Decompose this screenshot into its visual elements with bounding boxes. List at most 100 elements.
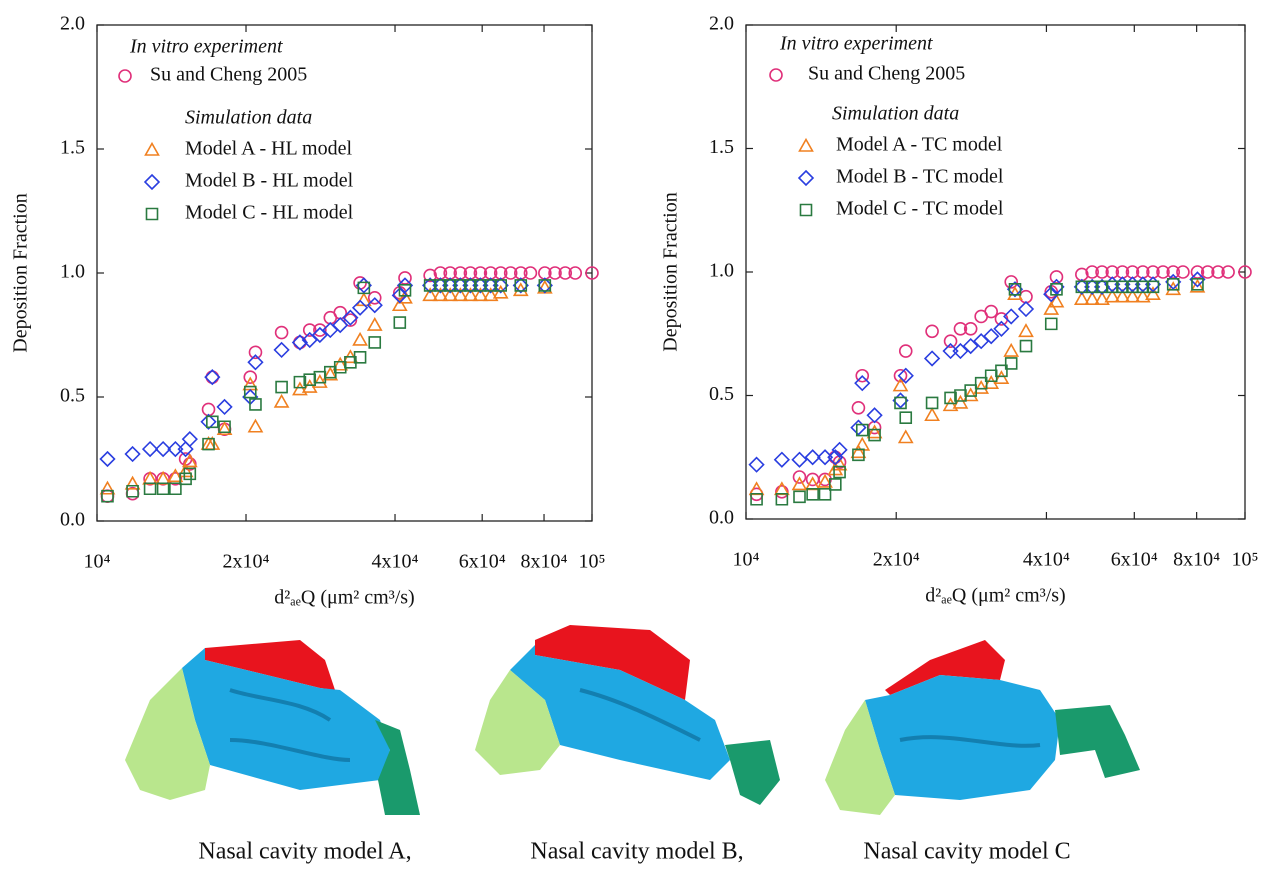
marker	[216, 398, 233, 416]
legend-marker	[145, 207, 159, 221]
marker	[1044, 317, 1058, 331]
nasal-model-a	[125, 640, 420, 815]
x-axis-label: d²ₐₑQ (μm² cm³/s)	[274, 587, 414, 609]
marker	[1124, 288, 1141, 303]
legend-label: Su and Cheng 2005	[808, 63, 965, 85]
marker	[200, 413, 217, 430]
marker	[366, 297, 383, 314]
marker	[177, 463, 194, 478]
marker	[925, 324, 939, 339]
marker	[1166, 265, 1181, 279]
marker	[275, 380, 288, 394]
marker	[1190, 265, 1205, 279]
marker	[101, 489, 114, 503]
marker	[1189, 271, 1206, 288]
marker	[1211, 265, 1225, 279]
marker	[206, 415, 219, 429]
marker	[1238, 265, 1252, 279]
marker	[205, 370, 220, 384]
legend-label: Model B - HL model	[185, 170, 354, 192]
marker	[311, 326, 329, 344]
marker	[1003, 308, 1020, 325]
marker	[181, 431, 198, 448]
marker	[993, 320, 1010, 337]
marker	[432, 287, 449, 302]
x-tick-label: 10⁵	[1232, 549, 1259, 571]
marker	[156, 482, 170, 496]
marker	[512, 277, 529, 294]
legend-marker	[798, 137, 814, 152]
marker	[750, 492, 763, 506]
marker	[332, 316, 349, 334]
marker	[894, 396, 907, 410]
marker	[423, 268, 437, 283]
marker	[942, 342, 959, 360]
y-axis-label: Deposition Fraction	[660, 192, 682, 351]
marker	[99, 480, 116, 495]
x-tick-label: 2x10⁴	[223, 551, 270, 573]
marker	[291, 334, 309, 351]
marker	[1104, 288, 1121, 303]
marker	[1221, 265, 1235, 279]
marker	[818, 488, 832, 501]
marker	[827, 449, 844, 466]
marker	[963, 322, 978, 336]
marker	[357, 281, 371, 295]
marker	[492, 284, 509, 299]
marker	[1084, 291, 1101, 305]
marker	[293, 375, 307, 389]
marker	[452, 287, 469, 302]
marker	[923, 350, 941, 367]
x-axis-label: d²ₐₑQ (μm² cm³/s)	[925, 585, 1065, 607]
x-tick-label: 6x10⁴	[459, 551, 506, 573]
marker	[993, 370, 1010, 385]
legend-title: Simulation data	[185, 107, 312, 129]
marker	[302, 323, 317, 337]
legend-label: Model C - TC model	[836, 198, 1004, 220]
marker	[962, 337, 979, 355]
marker	[353, 351, 367, 364]
marker	[1018, 323, 1034, 338]
legend-marker	[769, 68, 783, 82]
marker	[292, 381, 308, 396]
caption: Nasal cavity model B,	[530, 839, 743, 865]
marker	[124, 475, 141, 490]
marker	[855, 368, 870, 383]
marker	[1189, 278, 1206, 293]
marker	[983, 375, 1000, 389]
marker	[204, 369, 221, 386]
marker	[100, 489, 115, 504]
marker	[852, 448, 865, 462]
marker	[1191, 278, 1204, 291]
marker	[568, 266, 583, 280]
marker	[503, 266, 518, 280]
marker	[1094, 291, 1110, 305]
marker	[181, 453, 198, 468]
marker	[249, 398, 262, 411]
marker	[983, 328, 1000, 345]
x-tick-label: 8x10⁴	[1173, 549, 1220, 571]
marker	[168, 472, 183, 486]
y-tick-label: 0.5	[60, 385, 85, 407]
x-tick-label: 10⁵	[579, 551, 606, 573]
marker	[952, 394, 969, 409]
marker	[1156, 265, 1170, 279]
marker	[984, 304, 998, 319]
marker	[1019, 289, 1033, 304]
marker	[995, 364, 1008, 378]
marker	[974, 376, 988, 390]
caption: Nasal cavity model C	[863, 839, 1070, 865]
marker	[817, 473, 833, 488]
marker	[442, 287, 459, 302]
marker	[1043, 300, 1060, 315]
marker	[964, 384, 977, 397]
marker	[1145, 286, 1161, 301]
marker	[1146, 280, 1160, 294]
x-tick-label: 10⁴	[733, 549, 760, 571]
marker	[793, 490, 806, 504]
marker	[943, 334, 958, 348]
marker	[792, 470, 807, 484]
marker	[855, 423, 869, 437]
marker	[925, 396, 939, 410]
marker	[177, 440, 194, 458]
